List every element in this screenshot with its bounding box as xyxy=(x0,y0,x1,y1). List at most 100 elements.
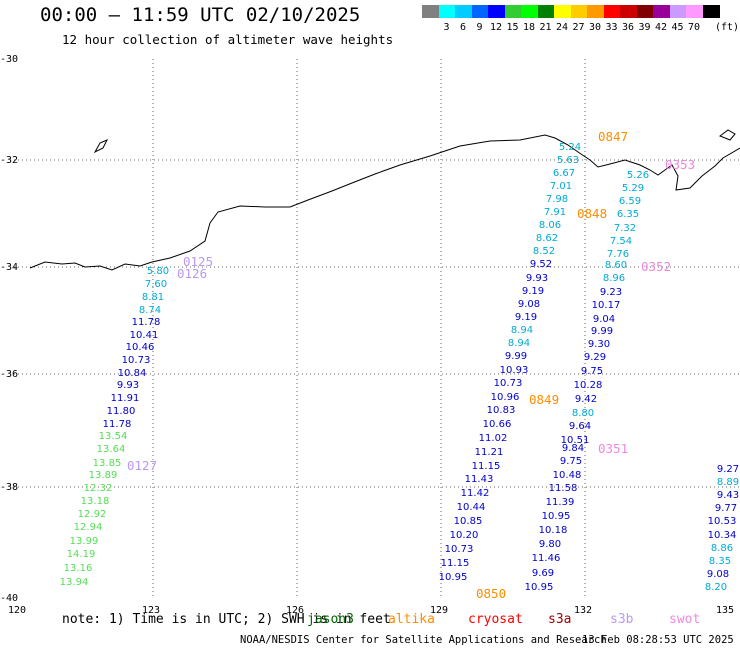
swh-value-label: 8.94 xyxy=(511,325,533,336)
legend-swatch xyxy=(455,5,472,18)
legend-label: 39 xyxy=(638,22,651,33)
satellite-jason3: jason3 xyxy=(307,612,354,627)
swh-value-label: 10.46 xyxy=(126,342,155,353)
legend-label: 24 xyxy=(555,22,569,33)
legend-label: 33 xyxy=(605,22,618,33)
swh-value-label: 8.89 xyxy=(717,477,739,488)
swh-value-label: 9.52 xyxy=(530,259,552,270)
pass-time-label: 0125 xyxy=(183,254,213,269)
subtitle: 12 hour collection of altimeter wave hei… xyxy=(62,32,394,47)
swh-value-label: 9.84 xyxy=(562,443,584,454)
legend-swatch xyxy=(570,5,588,18)
swh-value-label: 10.17 xyxy=(592,300,621,311)
pass-time-label: 0353 xyxy=(665,157,695,172)
swh-value-label: 9.75 xyxy=(560,456,582,467)
swh-value-label: 13.18 xyxy=(81,496,110,507)
swh-value-label: 9.08 xyxy=(518,299,540,310)
swh-value-label: 9.77 xyxy=(715,503,737,514)
swh-value-label: 10.93 xyxy=(500,365,529,376)
longitude-tick-label: 126 xyxy=(286,605,304,616)
satellite-s3a: s3a xyxy=(548,612,572,627)
swh-value-label: 9.75 xyxy=(581,366,603,377)
legend-label: 3 xyxy=(443,22,450,33)
swh-value-label: 11.15 xyxy=(441,558,470,569)
swh-value-label: 10.73 xyxy=(494,378,523,389)
legend-swatch xyxy=(488,5,505,18)
swh-value-label: 10.83 xyxy=(487,405,516,416)
legend-swatch xyxy=(422,5,439,18)
swh-value-label: 7.60 xyxy=(145,279,167,290)
swh-value-label: 9.99 xyxy=(505,351,527,362)
legend-label: 70 xyxy=(687,22,701,33)
swh-value-label: 9.99 xyxy=(591,326,613,337)
swh-value-label: 9.69 xyxy=(532,568,554,579)
pass-time-label: 0848 xyxy=(577,206,607,221)
swh-value-label: 13.64 xyxy=(97,444,126,455)
title: 00:00 – 11:59 UTC 02/10/2025 xyxy=(40,4,361,26)
swh-value-label: 7.01 xyxy=(550,181,572,192)
swh-value-label: 13.16 xyxy=(64,563,93,574)
swh-value-label: 8.80 xyxy=(572,408,594,419)
legend-swatch xyxy=(521,5,538,18)
swh-value-label: 5.26 xyxy=(627,170,649,181)
legend-label: 30 xyxy=(588,22,602,33)
swh-value-label: 9.80 xyxy=(539,539,561,550)
swh-value-label: 10.20 xyxy=(450,530,479,541)
legend-label: 6 xyxy=(459,22,467,33)
swh-value-label: 10.85 xyxy=(454,516,483,527)
swh-value-label: 8.52 xyxy=(533,246,555,257)
legend-swatch xyxy=(587,5,604,18)
satellite-cryosat: cryosat xyxy=(468,612,523,627)
swh-value-label: 10.51 xyxy=(561,435,590,446)
swh-value-label: 10.73 xyxy=(122,355,151,366)
legend-label: 45 xyxy=(671,22,684,33)
swh-value-label: 8.06 xyxy=(539,220,561,231)
swh-value-label: 10.66 xyxy=(483,419,512,430)
legend-label: 9 xyxy=(476,22,483,33)
longitude-tick-label: 132 xyxy=(574,605,592,616)
swh-value-label: 10.44 xyxy=(457,502,486,513)
swh-value-label: 9.23 xyxy=(600,287,622,298)
swh-value-label: 9.43 xyxy=(717,490,739,501)
legend-swatch xyxy=(603,5,621,18)
swh-value-label: 10.73 xyxy=(445,544,474,555)
swh-value-label: 11.78 xyxy=(103,419,132,430)
swh-value-label: 7.76 xyxy=(607,249,629,260)
swh-value-label: 10.84 xyxy=(118,368,147,379)
swh-value-label: 9.29 xyxy=(584,352,606,363)
legend-swatch xyxy=(702,5,720,18)
track-0848-0849: 5.24 5.63 6.67 7.01 7.98 7.91 8.06 8.62 8.52 9.52… xyxy=(439,142,581,583)
swh-value-label: 8.74 xyxy=(139,305,161,316)
swh-value-label: 11.15 xyxy=(472,461,501,472)
pass-time-label: 0850 xyxy=(476,586,506,601)
longitude-tick-label: 123 xyxy=(142,605,160,616)
track-0351: 9.27 8.89 9.43 9.77 10.53 10.34 8.86 8.35 9.08 8.… xyxy=(705,464,739,593)
swh-value-label: 10.95 xyxy=(542,511,571,522)
legend-swatch xyxy=(686,5,703,18)
track-0126: 5.807.608.818.7411.7810.4110.4610.7310.8… xyxy=(60,266,169,588)
swh-value-label: 8.35 xyxy=(709,556,731,567)
legend-label: 18 xyxy=(522,22,536,33)
latitude-tick-label: -32 xyxy=(0,155,18,166)
pass-time-label: 0352 xyxy=(641,259,671,274)
swh-value-label: 10.41 xyxy=(130,330,159,341)
swh-value-label: 9.93 xyxy=(526,273,548,284)
swh-value-label: 5.24 xyxy=(559,142,581,153)
swh-value-label: 14.19 xyxy=(67,549,96,560)
legend-label: 27 xyxy=(572,22,585,33)
swh-value-label: 10.95 xyxy=(525,582,554,593)
pass-time-label: 0126 xyxy=(177,266,207,281)
latitude-tick-label: -40 xyxy=(0,593,18,604)
swh-value-label: 10.34 xyxy=(708,530,737,541)
swh-value-label: 8.81 xyxy=(142,292,164,303)
swh-value-label: 10.96 xyxy=(491,392,520,403)
generated-timestamp: 13 Feb 08:28:53 UTC 2025 xyxy=(582,634,734,646)
satellite-s3b: s3b xyxy=(610,612,634,627)
legend-swatch xyxy=(620,5,637,18)
swh-value-label: 13.89 xyxy=(89,470,118,481)
swh-value-label: 9.30 xyxy=(588,339,610,350)
swh-value-label: 6.35 xyxy=(617,209,639,220)
legend-swatch xyxy=(653,5,670,18)
pass-time-label: 0849 xyxy=(529,392,559,407)
legend-swatch xyxy=(438,5,456,18)
